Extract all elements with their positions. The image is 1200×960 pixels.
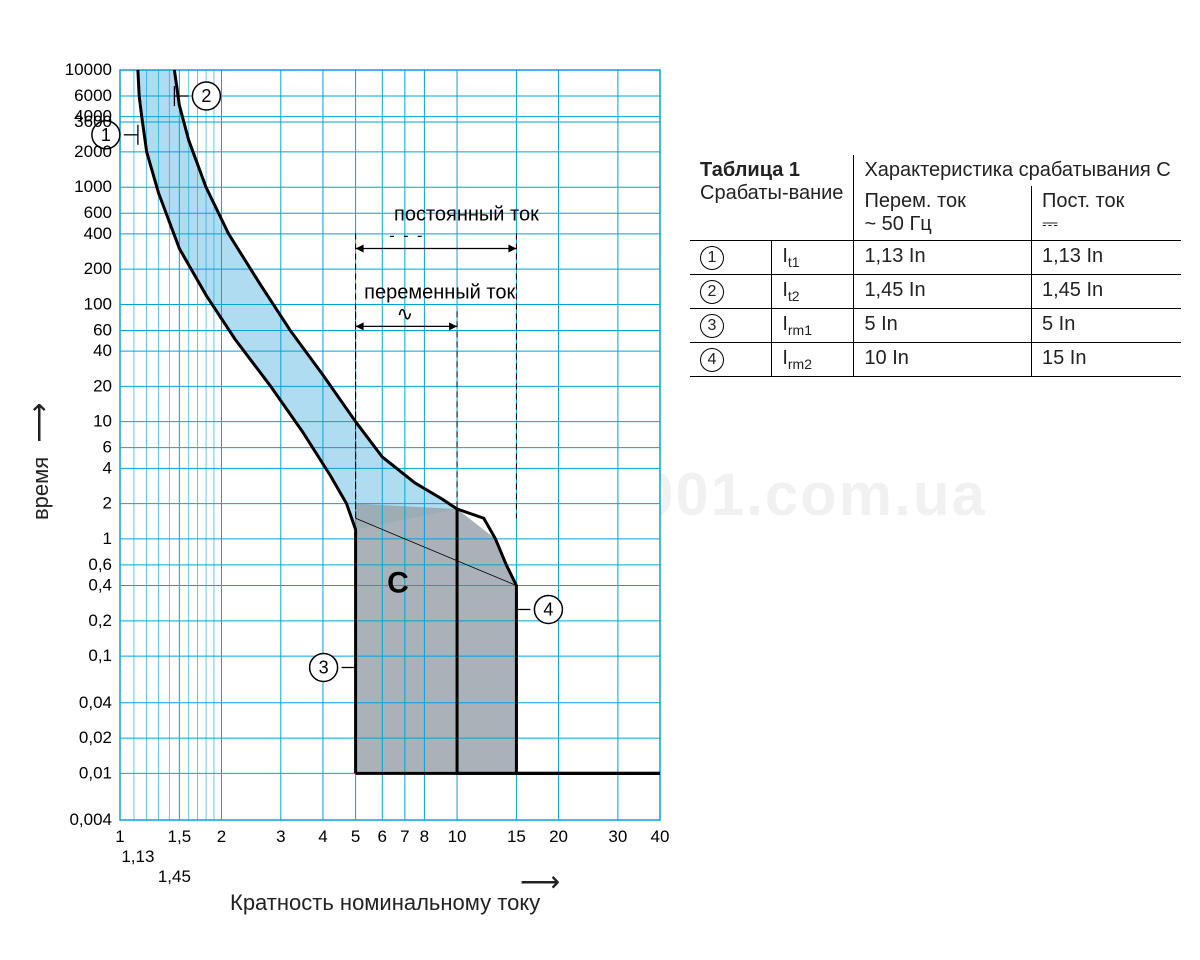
page: 001.com.ua Cпостоянный ток- - -переменны… (0, 0, 1200, 960)
svg-text:- - -: - - - (389, 228, 424, 245)
row-symbol: It2 (772, 275, 854, 309)
x-axis-label: Кратность номинальному току (230, 890, 540, 916)
svg-text:2: 2 (201, 86, 211, 106)
svg-text:400: 400 (84, 224, 112, 243)
svg-text:1: 1 (103, 529, 112, 548)
x-axis-arrow: ⟶ (520, 865, 560, 898)
svg-text:7: 7 (400, 827, 409, 846)
svg-text:4: 4 (543, 599, 553, 619)
svg-text:10000: 10000 (65, 60, 112, 79)
svg-text:20: 20 (93, 376, 112, 395)
row-num: 1 (690, 241, 772, 275)
svg-text:15: 15 (507, 827, 526, 846)
row-ac: 1,45 In (854, 275, 1032, 309)
svg-text:0,04: 0,04 (79, 693, 112, 712)
svg-text:1: 1 (115, 827, 124, 846)
svg-text:4: 4 (103, 458, 112, 477)
svg-text:1,5: 1,5 (168, 827, 192, 846)
svg-text:60: 60 (93, 320, 112, 339)
svg-text:600: 600 (84, 203, 112, 222)
svg-text:0,02: 0,02 (79, 728, 112, 747)
svg-text:4: 4 (318, 827, 327, 846)
svg-text:∿: ∿ (396, 303, 413, 325)
svg-text:C: C (387, 566, 409, 599)
table-header: Характеристика срабатывания C (854, 155, 1181, 186)
svg-text:2000: 2000 (74, 142, 112, 161)
svg-text:20: 20 (549, 827, 568, 846)
row-num: 4 (690, 343, 772, 377)
svg-text:0,4: 0,4 (88, 576, 112, 595)
col-ac: Перем. ток~ 50 Гц (854, 186, 1032, 241)
row-dc: 1,45 In (1032, 275, 1181, 309)
svg-text:6000: 6000 (74, 86, 112, 105)
svg-text:0,6: 0,6 (88, 555, 112, 574)
trip-curve-chart: Cпостоянный ток- - -переменный ток∿12340… (20, 30, 720, 930)
svg-text:0,004: 0,004 (69, 810, 112, 829)
svg-text:0,01: 0,01 (79, 763, 112, 782)
row-num: 2 (690, 275, 772, 309)
svg-text:2: 2 (217, 827, 226, 846)
svg-text:0,1: 0,1 (88, 646, 112, 665)
row-symbol: Irm2 (772, 343, 854, 377)
row-ac: 5 In (854, 309, 1032, 343)
svg-text:постоянный ток: постоянный ток (394, 204, 539, 226)
svg-text:переменный ток: переменный ток (364, 281, 515, 303)
row-dc: 1,13 In (1032, 241, 1181, 275)
svg-text:8: 8 (420, 827, 429, 846)
svg-text:6: 6 (103, 438, 112, 457)
row-symbol: Irm1 (772, 309, 854, 343)
svg-text:40: 40 (651, 827, 670, 846)
svg-text:0,2: 0,2 (88, 611, 112, 630)
svg-text:30: 30 (608, 827, 627, 846)
row-dc: 5 In (1032, 309, 1181, 343)
svg-text:4000: 4000 (74, 107, 112, 126)
row-ac: 10 In (854, 343, 1032, 377)
svg-text:3: 3 (319, 657, 329, 677)
col-dc: Пост. ток⎓ (1032, 186, 1181, 241)
svg-text:100: 100 (84, 294, 112, 313)
y-axis-label: время ⟶ (22, 403, 55, 520)
table-title: Таблица 1Срабаты-вание (690, 155, 854, 241)
row-num: 3 (690, 309, 772, 343)
svg-text:200: 200 (84, 259, 112, 278)
svg-text:5: 5 (351, 827, 360, 846)
svg-text:1000: 1000 (74, 177, 112, 196)
svg-text:6: 6 (378, 827, 387, 846)
svg-text:1,45: 1,45 (158, 867, 191, 886)
svg-text:40: 40 (93, 341, 112, 360)
svg-text:10: 10 (448, 827, 467, 846)
svg-text:10: 10 (93, 412, 112, 431)
table: Таблица 1Срабаты-ваниеХарактеристика сра… (690, 155, 1181, 385)
svg-text:1,13: 1,13 (121, 847, 154, 866)
svg-text:3: 3 (276, 827, 285, 846)
row-dc: 15 In (1032, 343, 1181, 377)
row-symbol: It1 (772, 241, 854, 275)
svg-text:2: 2 (103, 494, 112, 513)
row-ac: 1,13 In (854, 241, 1032, 275)
